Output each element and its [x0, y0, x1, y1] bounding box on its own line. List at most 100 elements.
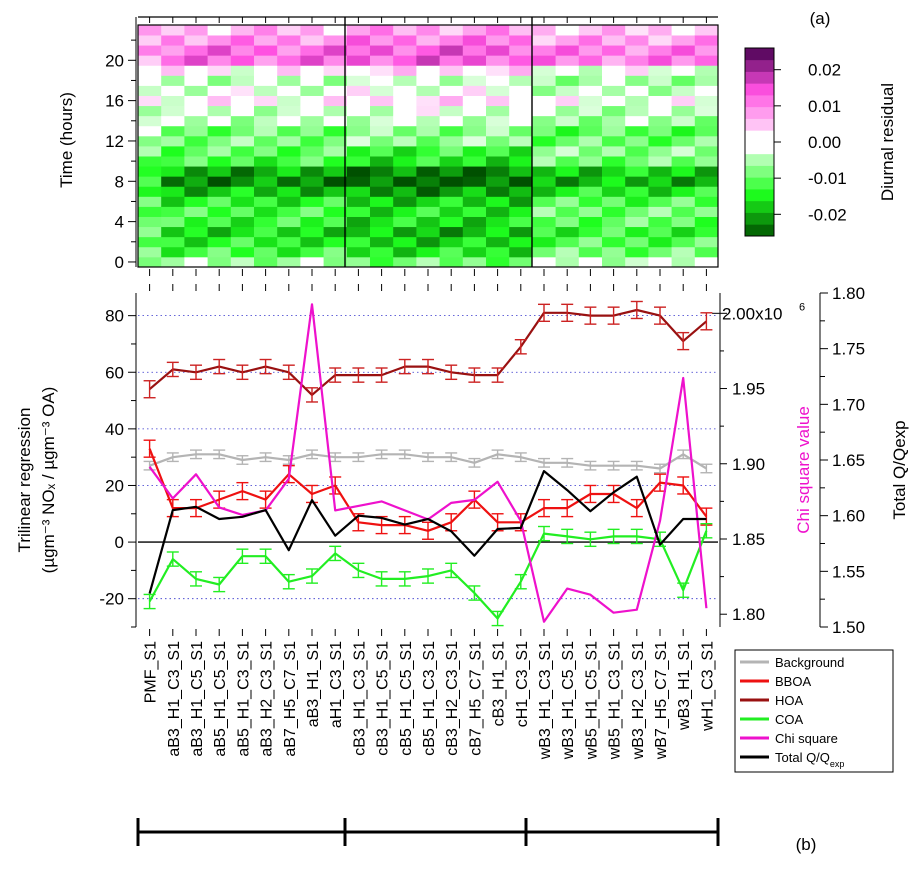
heatmap-cell — [230, 166, 255, 177]
heatmap-cell — [346, 246, 371, 258]
colorbar-tick-label: -0.01 — [808, 169, 847, 188]
heatmap-cell — [416, 25, 440, 36]
heatmap-cell — [230, 226, 255, 238]
heatmap-cell — [439, 45, 464, 56]
heatmap-cell — [578, 55, 603, 66]
heatmap-cell — [439, 105, 464, 117]
heatmap-cell — [671, 246, 696, 258]
line-ylabel-2: (µgm⁻³ NOₓ / µgm⁻³ OA) — [39, 387, 58, 574]
heatmap-cell — [509, 196, 533, 207]
heatmap-cell — [532, 246, 556, 258]
heatmap-cell — [277, 186, 301, 197]
heatmap-cell — [486, 135, 510, 147]
heatmap-cell — [578, 256, 603, 268]
heatmap-cell — [509, 75, 533, 86]
heatmap-cell — [138, 166, 162, 177]
heatmap-cell — [323, 125, 348, 137]
heatmap-cell — [230, 65, 255, 76]
heatmap-cell — [671, 256, 696, 268]
heatmap-cell — [462, 236, 487, 248]
heatmap-cell — [486, 226, 510, 238]
heatmap-cell — [370, 55, 394, 66]
heatmap-cell — [300, 135, 324, 147]
category-label: wB3_H1_C3_S1 — [537, 641, 554, 760]
colorbar-tick-label: -0.02 — [808, 205, 847, 224]
heatmap-cell — [486, 25, 510, 36]
heatmap-cell — [462, 45, 487, 56]
heatmap-cell — [602, 176, 626, 187]
heatmap-cell — [694, 246, 719, 258]
heatmap-cell — [254, 206, 278, 217]
heatmap-cell — [254, 115, 278, 127]
heatmap-cell — [625, 226, 649, 238]
heatmap-cell — [393, 55, 417, 66]
heatmap-cell — [509, 55, 533, 66]
heatmap-cell — [694, 65, 719, 76]
heatmap-cell — [486, 146, 510, 157]
heatmap-cell — [462, 105, 487, 117]
heatmap-cell — [578, 166, 603, 177]
heatmap-cell — [602, 216, 626, 228]
heatmap-cell — [184, 186, 208, 197]
heatmap-cell — [230, 55, 255, 66]
heatmap-cell — [254, 256, 278, 268]
category-label: wH1_C3_S1 — [699, 641, 716, 732]
heatmap-cell — [532, 216, 556, 228]
heatmap-cell — [625, 95, 649, 107]
heatmap-cell — [416, 45, 440, 56]
heatmap-cell — [462, 75, 487, 86]
heatmap-cell — [578, 146, 603, 157]
heatmap-cell — [277, 65, 301, 76]
category-label: aB3_H1_S1 — [305, 641, 322, 727]
heatmap-cell — [277, 105, 301, 117]
heatmap-cell — [439, 55, 464, 66]
heatmap-cell — [694, 256, 719, 268]
heatmap-cell — [230, 246, 255, 258]
heatmap-cell — [462, 146, 487, 157]
heatmap-cell — [184, 105, 208, 117]
heatmap-cell — [555, 135, 580, 147]
heatmap-cell — [625, 236, 649, 248]
heatmap-cell — [277, 125, 301, 137]
heatmap-cell — [346, 75, 371, 86]
heatmap-cell — [300, 146, 324, 157]
heatmap-cell — [509, 256, 533, 268]
heatmap-cell — [184, 166, 208, 177]
heatmap-cell — [416, 196, 440, 207]
heatmap-cell — [184, 25, 208, 36]
heatmap-cell — [509, 95, 533, 107]
heatmap-cell — [416, 256, 440, 268]
heatmap-cell — [416, 156, 440, 167]
heatmap-cell — [532, 25, 556, 36]
colorbar-label: Diurnal residual — [878, 83, 897, 201]
heatmap-cell — [439, 65, 464, 76]
colorbar-swatch — [745, 189, 774, 202]
heatmap-cell — [648, 55, 672, 66]
heatmap-cell — [346, 115, 371, 127]
heatmap-cell — [555, 186, 580, 197]
heatmap-cell — [346, 166, 371, 177]
heatmap-cell — [439, 135, 464, 147]
heatmap-cell — [370, 25, 394, 36]
heatmap-cell — [300, 25, 324, 36]
heatmap-cell — [648, 156, 672, 167]
heatmap-cell — [300, 75, 324, 86]
heatmap-cell — [462, 166, 487, 177]
heatmap-cell — [370, 146, 394, 157]
heatmap-cell — [602, 105, 626, 117]
heatmap-cell — [648, 256, 672, 268]
heatmap-cell — [370, 156, 394, 167]
heatmap-cell — [578, 135, 603, 147]
heatmap-cell — [161, 206, 185, 217]
heatmap-cell — [694, 196, 719, 207]
heatmap-cell — [207, 186, 232, 197]
series-line-total-q-q — [148, 470, 707, 594]
heatmap-cell — [300, 176, 324, 187]
heatmap-cell — [300, 85, 324, 96]
heatmap-cell — [602, 186, 626, 197]
heatmap-cell — [509, 216, 533, 228]
heatmap-cell — [694, 176, 719, 187]
heatmap-cell — [671, 196, 696, 207]
heatmap-cell — [346, 146, 371, 157]
heatmap-cell — [230, 186, 255, 197]
